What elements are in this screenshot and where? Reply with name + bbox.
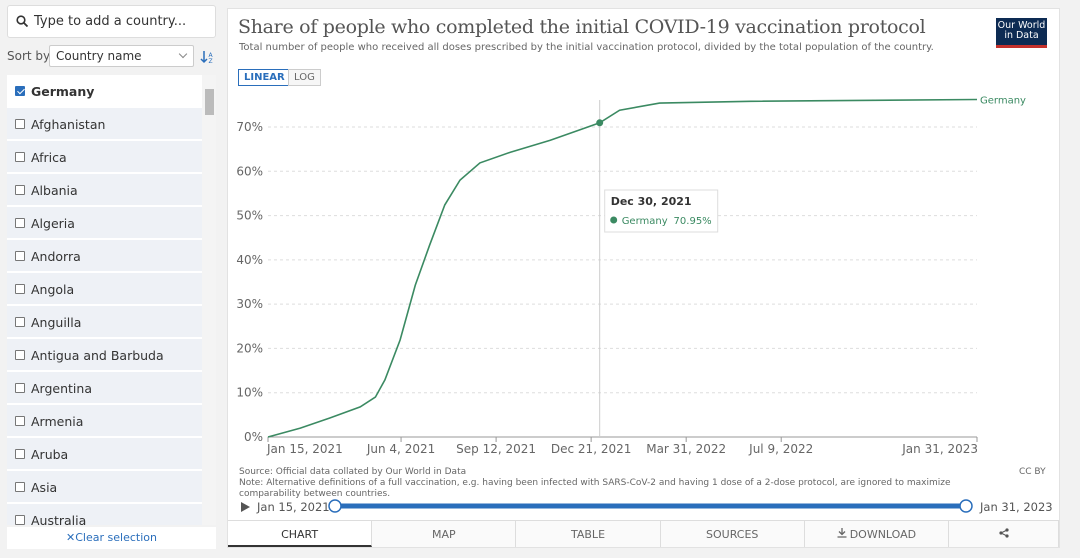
tab-bar: CHART MAP TABLE SOURCES DOWNLOAD <box>228 520 1060 547</box>
country-name: Armenia <box>31 414 84 429</box>
license: CC BY <box>1019 467 1046 477</box>
country-name: Andorra <box>31 249 81 264</box>
tab[interactable]: MAP <box>372 521 517 547</box>
tab[interactable]: DOWNLOAD <box>804 521 950 547</box>
search-icon <box>16 15 28 27</box>
search-placeholder: Type to add a country... <box>34 14 187 29</box>
country-name: Aruba <box>31 447 69 462</box>
checkbox[interactable] <box>15 86 25 96</box>
country-item[interactable]: Angola <box>7 273 202 305</box>
checkbox[interactable] <box>15 251 25 261</box>
country-name: Germany <box>31 84 95 99</box>
checkbox[interactable] <box>15 350 25 360</box>
tab-label: DOWNLOAD <box>849 528 917 541</box>
timeline-start: Jan 15, 2021 <box>257 500 330 514</box>
checkbox[interactable] <box>15 218 25 228</box>
country-item[interactable]: Asia <box>7 471 202 503</box>
chart-subtitle: Total number of people who received all … <box>239 42 934 53</box>
country-name: Africa <box>31 150 67 165</box>
tab[interactable]: CHART <box>228 521 373 547</box>
country-item[interactable]: Antigua and Barbuda <box>7 339 202 371</box>
timeline-end: Jan 31, 2023 <box>980 500 1053 514</box>
checkbox[interactable] <box>15 515 25 525</box>
logo-line: Our World <box>997 20 1046 31</box>
sort-value: Country name <box>56 49 142 63</box>
country-item[interactable]: Armenia <box>7 405 202 437</box>
country-item[interactable]: Germany <box>7 75 202 107</box>
tab-label: MAP <box>431 528 456 541</box>
note: Note: Alternative definitions of a full … <box>239 478 951 499</box>
timeline-slider[interactable] <box>326 498 976 514</box>
country-name: Antigua and Barbuda <box>31 348 164 363</box>
tab-label: CHART <box>281 528 319 541</box>
country-item[interactable]: Anguilla <box>7 306 202 338</box>
country-list: Germany Afghanistan Africa Albania Algeria An… <box>7 75 216 525</box>
checkbox[interactable] <box>15 119 25 129</box>
country-item[interactable]: Andorra <box>7 240 202 272</box>
scale-button[interactable]: LOG <box>288 69 321 86</box>
tab-label: SOURCES <box>706 528 759 541</box>
country-name: Anguilla <box>31 315 82 330</box>
checkbox[interactable] <box>15 383 25 393</box>
country-name: Australia <box>31 513 87 525</box>
country-name: Angola <box>31 282 75 297</box>
country-name: Argentina <box>31 381 92 396</box>
checkbox[interactable] <box>15 317 25 327</box>
country-name: Algeria <box>31 216 75 231</box>
scroll-thumb[interactable] <box>205 89 214 115</box>
logo[interactable]: Our World in Data <box>996 18 1047 48</box>
checkbox[interactable] <box>15 152 25 162</box>
scale-button[interactable]: LINEAR <box>238 69 291 86</box>
chart-title: Share of people who completed the initia… <box>238 16 926 38</box>
search-box[interactable]: Type to add a country... <box>7 5 216 38</box>
download-icon <box>837 528 847 538</box>
share-tab[interactable] <box>949 521 1060 547</box>
country-item[interactable]: Albania <box>7 174 202 206</box>
country-item[interactable]: Afghanistan <box>7 108 202 140</box>
checkbox[interactable] <box>15 416 25 426</box>
logo-line: in Data <box>1004 30 1039 41</box>
country-item[interactable]: Africa <box>7 141 202 173</box>
checkbox[interactable] <box>15 284 25 294</box>
svg-text:Z: Z <box>209 58 213 65</box>
scrollbar[interactable] <box>202 75 216 525</box>
sort-select[interactable]: Country name <box>49 45 194 67</box>
tab-label: TABLE <box>571 528 606 541</box>
sort-order-icon[interactable]: AZ <box>200 49 216 65</box>
checkbox[interactable] <box>15 449 25 459</box>
clear-label: Clear selection <box>75 531 157 544</box>
source: Source: Official data collated by Our Wo… <box>239 467 467 477</box>
checkbox[interactable] <box>15 185 25 195</box>
play-button[interactable] <box>240 501 252 513</box>
country-item[interactable]: Australia <box>7 504 202 525</box>
country-item[interactable]: Aruba <box>7 438 202 470</box>
country-item[interactable]: Algeria <box>7 207 202 239</box>
country-name: Asia <box>31 480 58 495</box>
country-name: Afghanistan <box>31 117 106 132</box>
country-name: Albania <box>31 183 78 198</box>
checkbox[interactable] <box>15 482 25 492</box>
clear-button[interactable]: ✕Clear selection <box>7 527 216 549</box>
share-icon <box>998 528 1009 538</box>
sort-label: Sort by <box>7 49 51 63</box>
tab[interactable]: TABLE <box>516 521 661 547</box>
tab[interactable]: SOURCES <box>660 521 805 547</box>
svg-text:A: A <box>209 52 214 59</box>
chart-footer: Source: Official data collated by Our Wo… <box>239 467 1014 500</box>
country-item[interactable]: Argentina <box>7 372 202 404</box>
